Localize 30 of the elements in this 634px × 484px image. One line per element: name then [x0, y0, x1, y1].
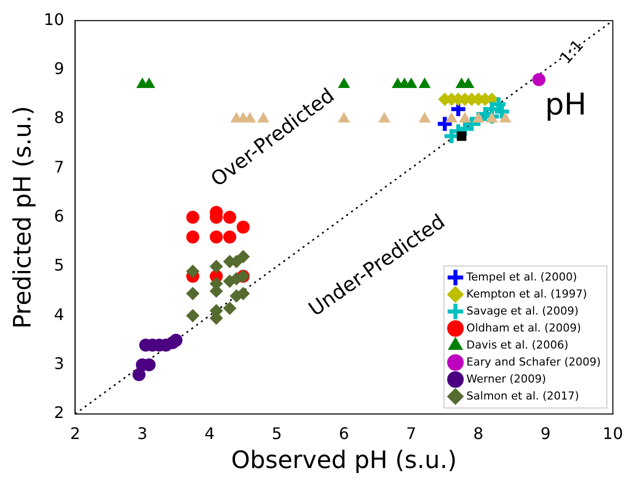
x-tick-label: 4 [204, 424, 215, 443]
x-tick-label: 5 [272, 424, 282, 443]
y-tick-label: 10 [44, 10, 64, 29]
x-tick-label: 3 [137, 424, 148, 443]
x-tick-label: 6 [338, 424, 350, 443]
y-axis-title: Predicted pH (s.u.) [8, 106, 37, 329]
legend-label: Salmon et al. (2017) [466, 389, 580, 402]
y-tick-label: 4 [54, 304, 64, 324]
x-tick-label: 9 [540, 424, 551, 443]
y-tick-label: 7 [54, 157, 64, 176]
legend-label: Davis et al. (2006) [466, 338, 568, 352]
x-axis-title: Observed pH (s.u.) [231, 446, 457, 474]
x-tick-label: 7 [406, 424, 416, 443]
annotation: 1:1 [556, 36, 588, 68]
y-tick-label: 8 [54, 108, 64, 128]
legend-label: Tempel et al. (2000) [465, 270, 578, 284]
y-tick-label: 5 [54, 256, 64, 275]
legend-label: Kempton et al. (1997) [466, 287, 588, 300]
y-tick-label: 2 [54, 403, 64, 422]
y-tick-label: 3 [54, 354, 64, 373]
x-tick-label: 8 [473, 424, 484, 443]
legend-label: Oldham et al. (2009) [466, 321, 582, 334]
x-tick-label: 2 [70, 424, 80, 443]
legend-label: Savage et al. (2009) [466, 304, 579, 318]
annotation: pH [544, 87, 587, 122]
x-tick-label: 10 [602, 424, 623, 443]
legend-label: Eary and Schafer (2009) [466, 355, 601, 368]
y-tick-label: 6 [54, 206, 64, 226]
y-tick-label: 9 [54, 58, 64, 78]
legend-label: Werner (2009) [466, 372, 546, 386]
